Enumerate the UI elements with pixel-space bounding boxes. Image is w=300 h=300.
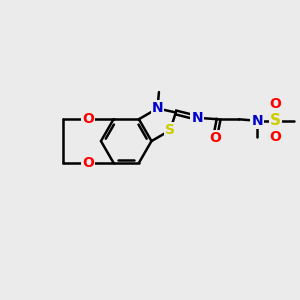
Text: O: O: [270, 98, 282, 111]
Text: O: O: [82, 112, 94, 126]
Text: N: N: [251, 114, 263, 128]
Text: O: O: [82, 156, 94, 170]
Text: S: S: [270, 113, 281, 128]
Text: N: N: [152, 101, 163, 116]
Text: S: S: [165, 123, 175, 137]
Text: O: O: [209, 131, 221, 145]
Text: N: N: [191, 111, 203, 125]
Text: O: O: [270, 130, 282, 144]
